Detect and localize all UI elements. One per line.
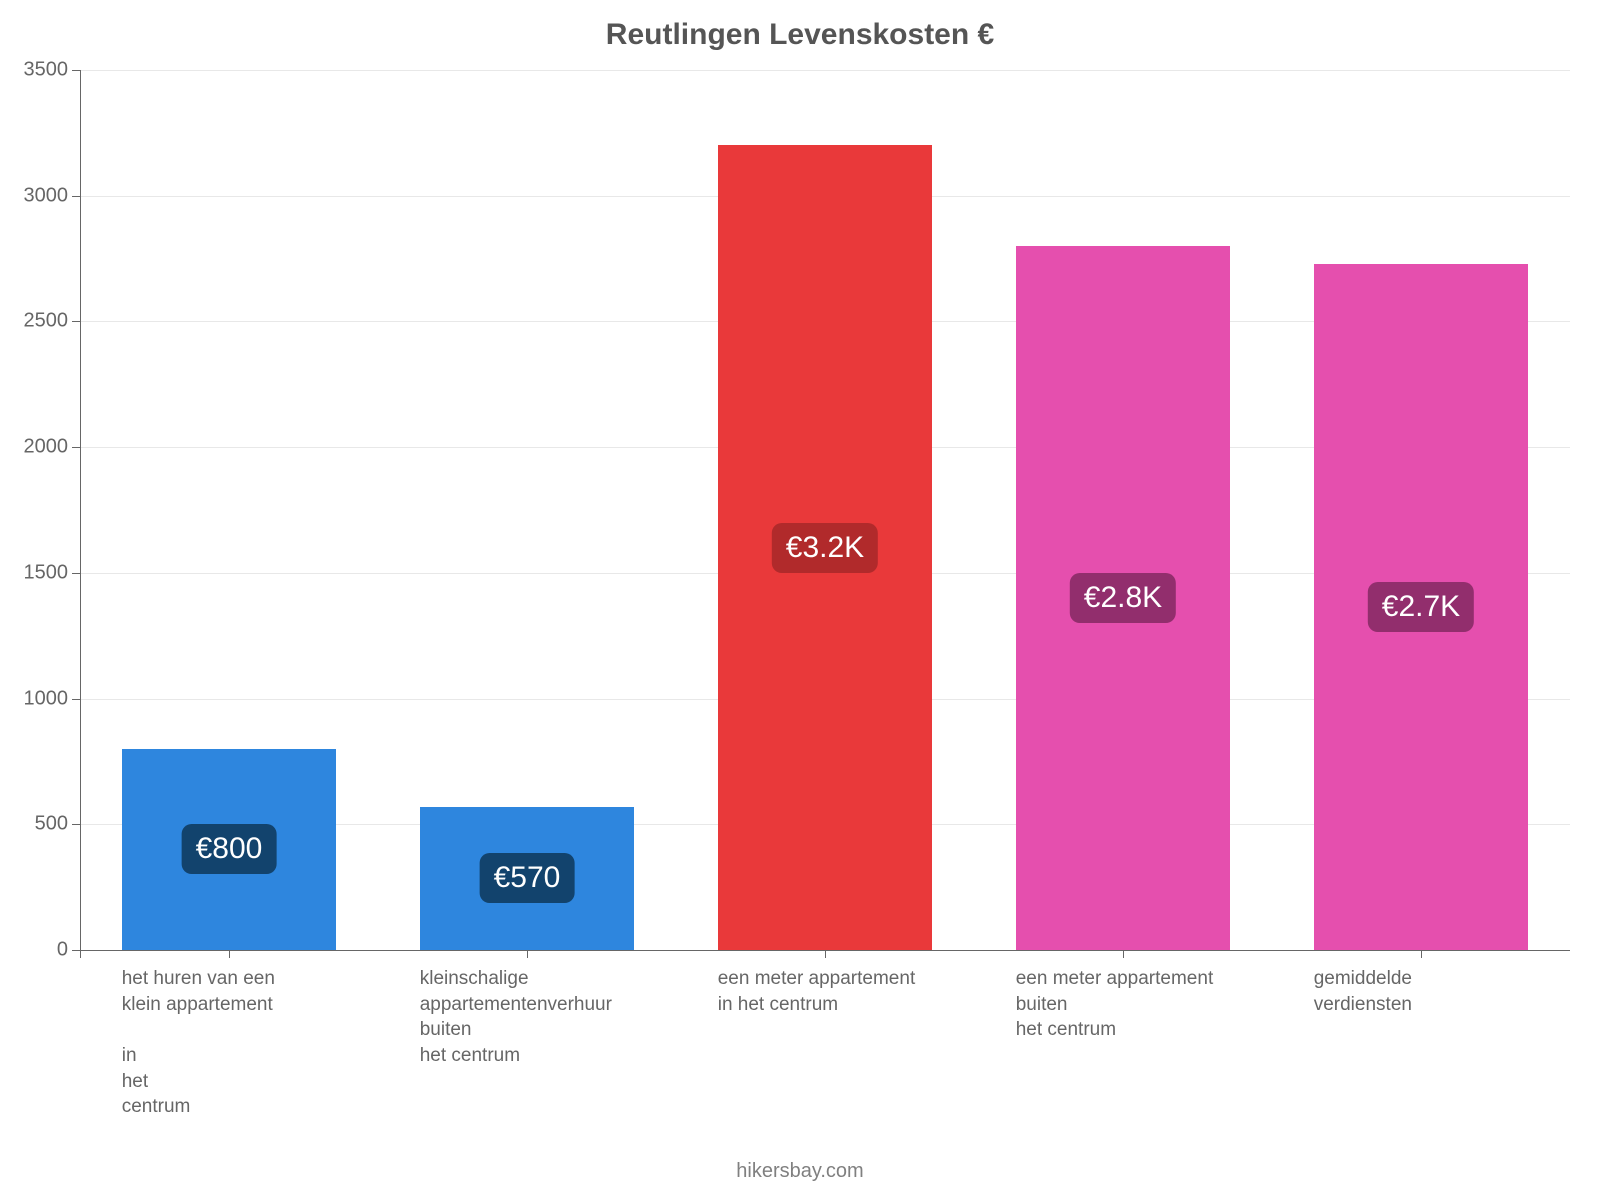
plot-area: 0500100015002000250030003500€800het hure… — [80, 70, 1570, 950]
x-axis-label: het huren van een klein appartement in h… — [122, 966, 377, 1120]
x-axis-label: kleinschalige appartementenverhuur buite… — [420, 966, 675, 1069]
y-tick-label: 1500 — [24, 561, 81, 584]
chart-container: Reutlingen Levenskosten € 05001000150020… — [0, 0, 1600, 1200]
x-tick — [527, 950, 528, 958]
y-tick-label: 3000 — [24, 184, 81, 207]
chart-title: Reutlingen Levenskosten € — [0, 18, 1600, 52]
y-tick-label: 3500 — [24, 59, 81, 82]
y-tick-label: 500 — [35, 813, 80, 836]
x-axis-label: een meter appartement buiten het centrum — [1016, 966, 1271, 1043]
x-tick — [1123, 950, 1124, 958]
value-label: €2.7K — [1368, 582, 1474, 632]
y-tick-label: 1000 — [24, 687, 81, 710]
value-label: €2.8K — [1070, 573, 1176, 623]
x-tick — [1421, 950, 1422, 958]
x-axis-label: gemiddelde verdiensten — [1314, 966, 1569, 1017]
value-label: €3.2K — [772, 523, 878, 573]
y-tick-label: 2000 — [24, 436, 81, 459]
value-label: €800 — [182, 824, 277, 874]
y-tick-label: 2500 — [24, 310, 81, 333]
chart-footer: hikersbay.com — [0, 1160, 1600, 1183]
x-axis-label: een meter appartement in het centrum — [718, 966, 973, 1017]
grid-line — [80, 70, 1570, 71]
x-axis — [72, 950, 1570, 951]
x-tick — [825, 950, 826, 958]
value-label: €570 — [480, 853, 575, 903]
x-tick — [229, 950, 230, 958]
y-axis — [80, 70, 81, 958]
